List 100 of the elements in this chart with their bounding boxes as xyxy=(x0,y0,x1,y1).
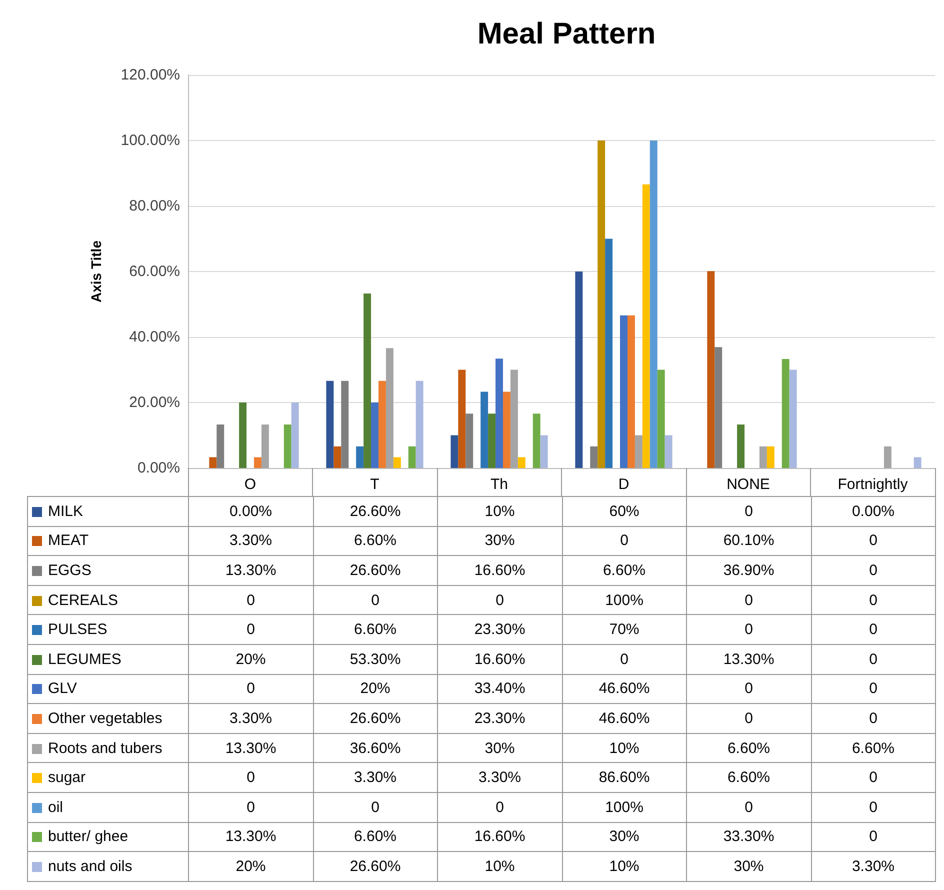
data-label: 13.30% xyxy=(188,556,313,586)
data-label: 46.60% xyxy=(562,674,686,704)
data-label: 6.60% xyxy=(562,556,686,586)
data-label: 6.60% xyxy=(686,762,811,792)
data-label: 70% xyxy=(562,614,686,644)
legend-label: nuts and oils xyxy=(28,852,188,882)
data-label: 0 xyxy=(686,674,811,704)
y-axis-title: Axis Title xyxy=(88,240,104,302)
data-label: 0 xyxy=(686,496,811,526)
data-label: 16.60% xyxy=(438,822,562,852)
data-label: 30% xyxy=(562,822,686,852)
x-tick-label: D xyxy=(618,476,630,493)
data-label: 3.30% xyxy=(188,704,313,734)
y-tick-label: 0.00% xyxy=(137,460,180,476)
data-label: 23.30% xyxy=(438,704,562,734)
data-label: 0 xyxy=(811,822,936,852)
data-label: 0 xyxy=(686,614,811,644)
data-label: 0 xyxy=(438,585,562,615)
data-label: 16.60% xyxy=(438,556,562,586)
data-label: 20% xyxy=(188,644,313,674)
y-tick-label: 60.00% xyxy=(129,263,180,280)
data-label: 20% xyxy=(188,852,313,882)
data-label: 6.60% xyxy=(313,822,438,852)
data-label: 33.30% xyxy=(686,822,811,852)
data-label: 13.30% xyxy=(686,644,811,674)
data-label: 100% xyxy=(562,585,686,615)
data-label: 0 xyxy=(811,704,936,734)
legend-label: Roots and tubers xyxy=(28,733,188,763)
data-label: 86.60% xyxy=(562,762,686,792)
legend-label: GLV xyxy=(28,674,188,704)
data-label: 60.10% xyxy=(686,526,811,556)
data-label: 0 xyxy=(562,644,686,674)
legend-label: MEAT xyxy=(28,526,188,556)
data-label: 3.30% xyxy=(438,762,562,792)
data-label: 0 xyxy=(811,526,936,556)
data-label: 0 xyxy=(811,792,936,822)
data-label: 60% xyxy=(562,496,686,526)
data-label: 26.60% xyxy=(313,852,438,882)
data-label: 6.60% xyxy=(313,526,438,556)
data-label: 10% xyxy=(438,496,562,526)
x-tick-label: T xyxy=(370,476,380,493)
data-label: 20% xyxy=(313,674,438,704)
x-tick-label: Fortnightly xyxy=(838,476,908,493)
data-label: 0 xyxy=(811,614,936,644)
legend-label: LEGUMES xyxy=(28,644,188,674)
legend-label: MILK xyxy=(28,496,188,526)
data-label: 0 xyxy=(562,526,686,556)
y-tick-label: 100.00% xyxy=(120,132,180,149)
data-label: 36.90% xyxy=(686,556,811,586)
data-label: 0 xyxy=(811,556,936,586)
data-label: 0 xyxy=(188,674,313,704)
data-label: 0 xyxy=(811,674,936,704)
data-label: 30% xyxy=(438,733,562,763)
x-tick-label: Th xyxy=(490,476,508,493)
data-label: 13.30% xyxy=(188,733,313,763)
legend-label: butter/ ghee xyxy=(28,822,188,852)
data-label: 23.30% xyxy=(438,614,562,644)
x-tick-label: NONE xyxy=(726,476,770,493)
data-label: 6.60% xyxy=(313,614,438,644)
y-tick-label: 40.00% xyxy=(129,328,180,346)
data-label: 0 xyxy=(686,792,811,822)
data-label: 36.60% xyxy=(313,733,438,763)
data-label: 6.60% xyxy=(811,733,936,763)
data-label: 30% xyxy=(438,526,562,556)
data-label: 0 xyxy=(686,704,811,734)
data-label: 0 xyxy=(188,792,313,822)
data-label: 0 xyxy=(811,585,936,615)
data-label: 0 xyxy=(686,585,811,615)
data-label: 26.60% xyxy=(313,704,438,734)
y-tick-label: 120.00% xyxy=(120,66,180,84)
data-label: 0 xyxy=(188,614,313,644)
data-label: 16.60% xyxy=(438,644,562,674)
data-label: 6.60% xyxy=(686,733,811,763)
data-label: 0 xyxy=(188,762,313,792)
data-label: 0 xyxy=(811,644,936,674)
data-label: 0 xyxy=(313,585,438,615)
data-label: 13.30% xyxy=(188,822,313,852)
data-label: 0.00% xyxy=(811,496,936,526)
legend-label: CEREALS xyxy=(28,585,188,615)
data-label: 53.30% xyxy=(313,644,438,674)
data-label: 33.40% xyxy=(438,674,562,704)
y-tick-label: 20.00% xyxy=(129,394,180,411)
data-label: 0 xyxy=(438,792,562,822)
data-label: 0 xyxy=(811,762,936,792)
legend-label: oil xyxy=(28,792,188,822)
chart-title: Meal Pattern xyxy=(477,18,656,50)
y-tick-label: 80.00% xyxy=(129,198,180,214)
data-label: 100% xyxy=(562,792,686,822)
data-label: 10% xyxy=(562,733,686,763)
data-label: 10% xyxy=(562,852,686,882)
data-label: 0 xyxy=(188,585,313,615)
data-label: 0 xyxy=(313,792,438,822)
data-label: 3.30% xyxy=(811,852,936,882)
data-label: 10% xyxy=(438,852,562,882)
data-label: 0.00% xyxy=(188,496,313,526)
data-label: 3.30% xyxy=(188,526,313,556)
data-label: 46.60% xyxy=(562,704,686,734)
data-label: 26.60% xyxy=(313,556,438,586)
data-label: 26.60% xyxy=(313,496,438,526)
legend-label: PULSES xyxy=(28,614,188,644)
